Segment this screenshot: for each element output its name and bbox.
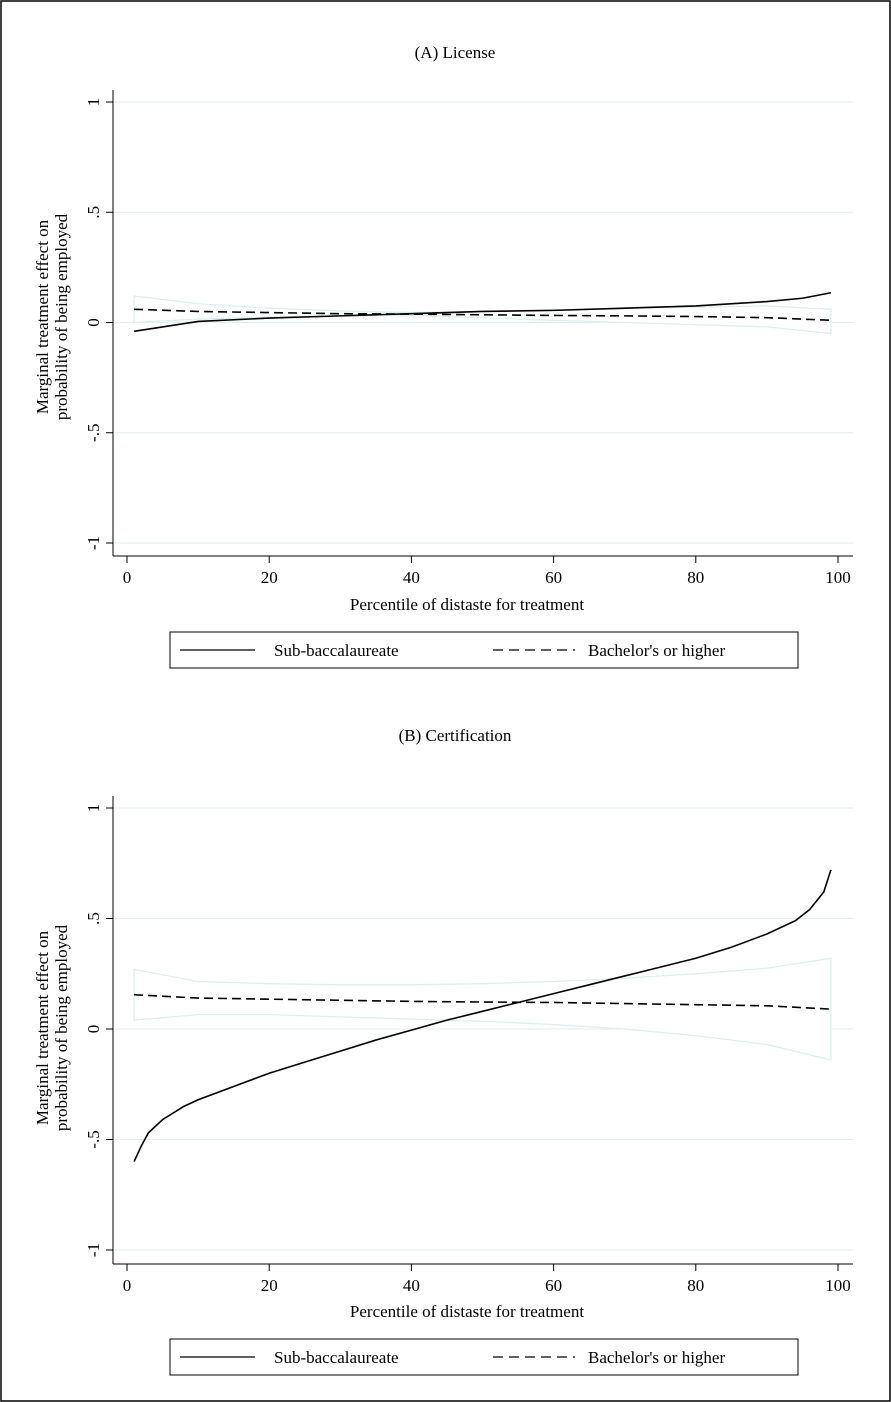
panel-a-legend-label-sub-baccalaureate: Sub-baccalaureate bbox=[274, 641, 399, 660]
panel-b-x-tick-label-4: 80 bbox=[687, 1276, 704, 1295]
panel-b-legend: Sub-baccalaureate Bachelor's or higher bbox=[169, 1338, 799, 1376]
panel-a-y-axis-label-line1: Marginal treatment effect on bbox=[33, 219, 52, 414]
panel-a-legend-box bbox=[169, 631, 799, 669]
panel-b-y-tick-label-2: 0 bbox=[84, 1025, 103, 1034]
panel-a-y-tick-label-0: -1 bbox=[84, 536, 103, 550]
panel-b-title: (B) Certification bbox=[399, 726, 512, 745]
panel-b-x-tick-label-1: 20 bbox=[261, 1276, 278, 1295]
panel-a-series bbox=[133, 291, 832, 333]
panel-b-y-tick-label-4: 1 bbox=[84, 804, 103, 813]
panel-a-y-tick-label-1: -.5 bbox=[84, 424, 103, 442]
panel-b: (B) Certification -1-.50.510 20 40 60 80 100 … bbox=[33, 726, 853, 1376]
panel-a-x-tick-label-4: 80 bbox=[687, 568, 704, 587]
panel-b-x-tick-label-5: 100 bbox=[825, 1276, 851, 1295]
panel-a-y-axis-label-line2: probability of being employed bbox=[52, 213, 71, 420]
panel-b-grid bbox=[113, 807, 853, 1251]
panel-b-legend-label-bachelors: Bachelor's or higher bbox=[588, 1348, 725, 1367]
panel-b-series bbox=[133, 869, 832, 1162]
panel-a-x-tick-label-2: 40 bbox=[403, 568, 420, 587]
panel-b-y-tick-label-0: -1 bbox=[84, 1243, 103, 1257]
panel-a-x-tick-label-3: 60 bbox=[545, 568, 562, 587]
panel-b-legend-box bbox=[169, 1338, 799, 1376]
panel-a-x-tick-label-1: 20 bbox=[261, 568, 278, 587]
panel-b-y-axis-label-line2: probability of being employed bbox=[52, 924, 71, 1131]
panel-b-x-tick-label-3: 60 bbox=[545, 1276, 562, 1295]
panel-b-y-tick-label-1: -.5 bbox=[84, 1130, 103, 1148]
panel-b-confidence-band bbox=[133, 957, 832, 1061]
panel-a-x-tick-label-5: 100 bbox=[825, 568, 851, 587]
panel-b-y-tick-label-3: .5 bbox=[84, 912, 103, 925]
panel-a-line-sub-baccalaureate bbox=[133, 291, 832, 333]
panel-a-title: (A) License bbox=[415, 43, 496, 62]
panel-a-x-tick-label-0: 0 bbox=[123, 568, 132, 587]
panel-b-y-axis-label-line1: Marginal treatment effect on bbox=[33, 930, 52, 1125]
panel-b-x-tick-label-2: 40 bbox=[403, 1276, 420, 1295]
panel-a-x-axis-label: Percentile of distaste for treatment bbox=[350, 595, 584, 614]
panel-a-y-tick-label-4: 1 bbox=[84, 98, 103, 107]
panel-b-legend-label-sub-baccalaureate: Sub-baccalaureate bbox=[274, 1348, 399, 1367]
panel-a-y-tick-label-3: .5 bbox=[84, 206, 103, 219]
panel-a-ticks: -1 -.5 0 .5 1 0 20 40 60 80 100 bbox=[84, 98, 851, 587]
panel-a-y-tick-label-2: 0 bbox=[84, 318, 103, 327]
panel-b-x-tick-label-0: 0 bbox=[123, 1276, 132, 1295]
panel-b-ticks: -1 -.5 0 .5 1 0 20 40 60 80 100 bbox=[84, 804, 851, 1295]
panel-a-legend: Sub-baccalaureate Bachelor's or higher bbox=[169, 631, 799, 669]
panel-b-x-axis-label: Percentile of distaste for treatment bbox=[350, 1302, 584, 1321]
panel-b-line-sub-baccalaureate bbox=[133, 869, 832, 1162]
panel-a: (A) License -1 -.5 0 .5 1 0 20 40 60 80 100 Margin… bbox=[33, 43, 853, 669]
panel-b-ci-band bbox=[133, 957, 832, 1061]
panel-a-legend-label-bachelors: Bachelor's or higher bbox=[588, 641, 725, 660]
